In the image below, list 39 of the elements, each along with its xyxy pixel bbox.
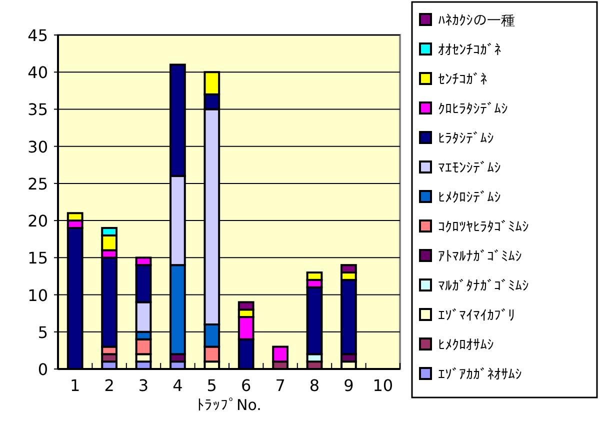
x-tick-label: 2 [104, 376, 114, 395]
x-tick-label: 5 [206, 376, 217, 395]
x-axis-title: ﾄﾗｯﾌﾟNo. [196, 396, 262, 414]
y-tick-label: 45 [28, 26, 48, 45]
y-tick-label: 25 [28, 174, 48, 194]
x-tick-label: 6 [241, 376, 252, 395]
y-tick-label: 35 [28, 100, 48, 120]
x-tick-label: 3 [138, 376, 149, 395]
bar [340, 264, 357, 274]
x-tick-label: 9 [344, 376, 354, 395]
x-tick-label: 8 [309, 376, 320, 395]
legend-label: ﾋﾒｸﾛｵｻﾑｼ [438, 338, 494, 354]
bar [204, 346, 220, 363]
legend-label: ｾﾝﾁｺｶﾞﾈ [438, 72, 487, 88]
y-tick-label: 0 [38, 360, 48, 379]
legend-label: ﾏﾙｶﾞﾀﾅｶﾞｺﾞﾐﾑｼ [438, 278, 529, 294]
legend-label: ｱﾄﾏﾙﾅｶﾞｺﾞﾐﾑｼ [438, 249, 522, 265]
x-tick-label: 4 [172, 376, 183, 395]
y-tick-label: 10 [28, 286, 48, 305]
legend-label: ﾊﾈｶｸｼの一種 [438, 13, 515, 29]
x-tick-label: 10 [372, 376, 394, 395]
y-tick-label: 20 [28, 212, 48, 231]
bar [272, 346, 288, 363]
legend-label: ﾋﾒｸﾛｼﾃﾞﾑｼ [438, 190, 501, 206]
y-tick-label: 5 [38, 322, 48, 342]
y-tick-label: 30 [28, 137, 48, 156]
y-tick-label: 40 [28, 63, 48, 82]
bar [238, 301, 254, 311]
legend-label: ｴｿﾞｱｶｶﾞﾈｵｻﾑｼ [438, 367, 522, 383]
legend-label: ﾋﾗﾀｼﾃﾞﾑｼ [438, 131, 494, 147]
legend-label: ﾏｴﾓﾝｼﾃﾞﾑｼ [438, 160, 501, 176]
legend-label: ｺｸﾛﾂﾔﾋﾗﾀｺﾞﾐﾑｼ [438, 220, 529, 236]
legend-label: ｸﾛﾋﾗﾀｼﾃﾞﾑｼ [438, 102, 508, 118]
y-tick-label: 15 [28, 248, 48, 268]
legend-label: ｴｿﾞﾏｲﾏｲｶﾌﾞﾘ [438, 308, 515, 324]
x-tick-label: 7 [275, 376, 286, 395]
legend-label: ｵｵｾﾝﾁｺｶﾞﾈ [438, 42, 501, 58]
x-tick-label: 1 [70, 376, 80, 395]
bar [306, 272, 323, 281]
